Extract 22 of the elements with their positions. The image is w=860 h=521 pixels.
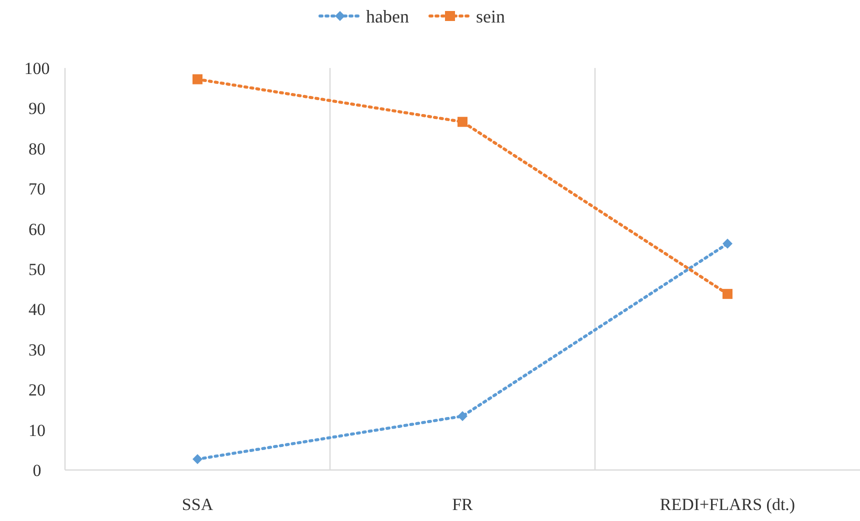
x-tick-label: FR — [452, 495, 474, 514]
point — [722, 288, 732, 299]
legend-label: sein — [476, 6, 505, 26]
x-tick-label: SSA — [182, 495, 214, 514]
y-tick-label: 90 — [28, 99, 46, 118]
x-tick-label: REDI+FLARS (dt.) — [660, 495, 796, 514]
y-tick-label: 20 — [28, 380, 46, 400]
y-tick-label: 10 — [28, 420, 46, 440]
point — [458, 116, 468, 127]
y-tick-label: 50 — [28, 260, 46, 279]
y-tick-label: 100 — [24, 58, 50, 78]
point — [458, 411, 468, 422]
y-tick-label: 60 — [28, 220, 46, 239]
y-tick-label: 30 — [28, 340, 46, 360]
y-tick-label: 0 — [32, 460, 42, 480]
y-tick-label: 80 — [28, 139, 46, 158]
y-tick-label: 40 — [28, 300, 46, 320]
legend-label: haben — [366, 6, 409, 26]
point — [192, 454, 202, 464]
point — [192, 74, 202, 84]
point — [722, 238, 732, 249]
y-tick-label: 70 — [28, 180, 46, 199]
